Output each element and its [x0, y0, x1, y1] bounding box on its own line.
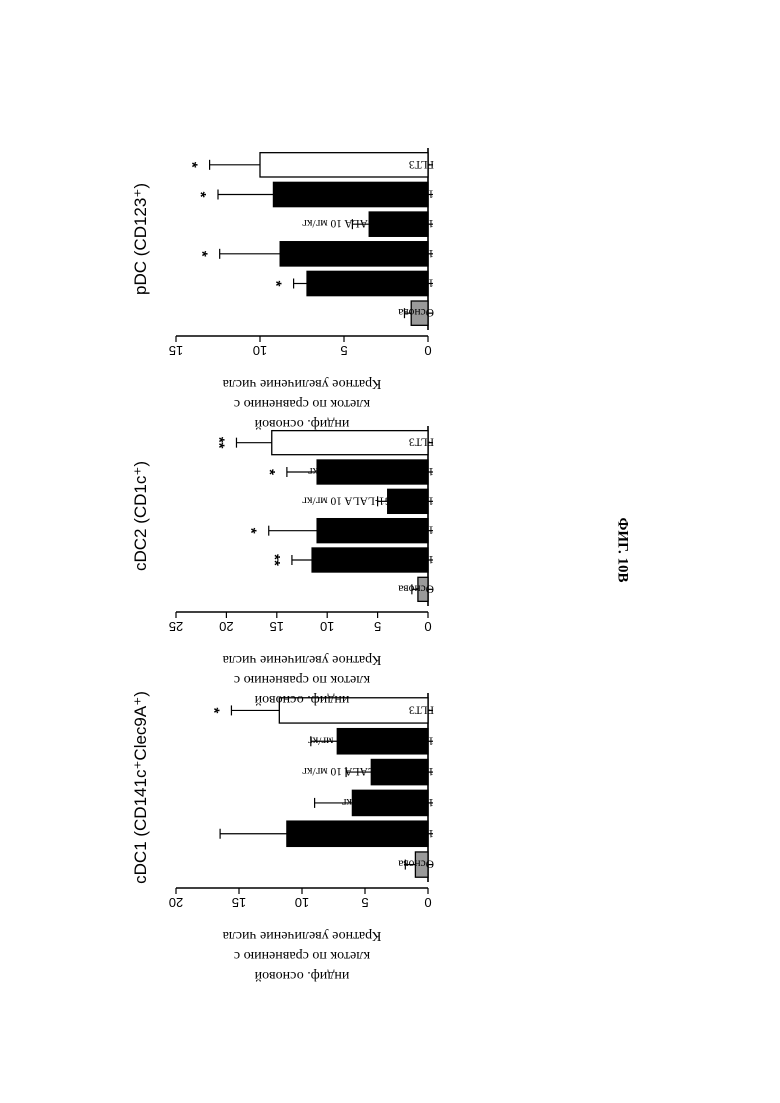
- category-label: Основа: [398, 306, 434, 318]
- value-tick-label: 15: [169, 343, 183, 358]
- chart-panel-1: 0 5 10 15 20 Кратное увеличение числа клеток п…: [131, 691, 434, 983]
- category-label: 17566 IgG2 1 мг/кг: [341, 524, 434, 536]
- significance-marker: *: [192, 192, 209, 198]
- value-axis-title: индиф. основой: [254, 416, 349, 431]
- chart-panel-3: 0 5 10 15 Кратное увеличение числа клеток по …: [131, 148, 434, 431]
- value-tick-label: 15: [232, 895, 246, 910]
- value-tick-label: 15: [270, 619, 284, 634]
- value-axis-title: индиф. основой: [254, 692, 349, 707]
- value-tick-label: 10: [295, 895, 309, 910]
- significance-marker: **: [266, 554, 283, 566]
- category-label: FLT3: [409, 703, 434, 715]
- value-tick-label: 25: [169, 619, 183, 634]
- category-label: FLT3: [409, 436, 434, 448]
- value-tick-label: 10: [253, 343, 267, 358]
- bar-flt3: [272, 431, 428, 455]
- figure-caption: ФИГ. 10В: [592, 520, 652, 580]
- significance-marker: **: [210, 437, 227, 449]
- category-label: 17566 IgG1-LALA 1 мг/кг: [308, 734, 434, 746]
- value-tick-label: 0: [424, 619, 431, 634]
- significance-marker: *: [268, 281, 285, 287]
- panel-title: cDC1 (CD141c⁺Clec9A⁺): [131, 691, 150, 884]
- category-label: 17566 IgG2 1 мг/кг: [341, 247, 434, 259]
- value-axis-title: индиф. основой: [254, 968, 349, 983]
- value-tick-label: 20: [169, 895, 183, 910]
- value-axis-title: Кратное увеличение числа: [222, 928, 382, 943]
- chart-panel-2: 0 5 10 15 20 25 Кратное увеличение числа клеток…: [131, 426, 434, 707]
- value-tick-label: 0: [424, 343, 431, 358]
- category-label: Основа: [398, 582, 434, 594]
- value-axis-title: Кратное увеличение числа: [222, 376, 382, 391]
- category-label: 17566 IgG2 10 мг/кг: [336, 553, 434, 565]
- value-tick-label: 5: [374, 619, 381, 634]
- significance-marker: *: [243, 528, 260, 534]
- category-label: 17566 IgG1-LALA 1 мг/кг: [308, 188, 434, 200]
- value-axis-title: клеток по сравнению с: [234, 396, 370, 411]
- panel-title: pDC (CD123⁺): [131, 183, 150, 295]
- category-label: Основа: [398, 858, 434, 870]
- category-label: FLT3: [409, 158, 434, 170]
- panel-title: cDC2 (CD1c⁺): [131, 461, 150, 571]
- value-tick-label: 0: [424, 895, 431, 910]
- significance-marker: *: [194, 251, 211, 257]
- category-label: 17566 IgG2 1 мг/кг: [341, 796, 434, 808]
- significance-marker: *: [184, 162, 201, 168]
- bar-flt3: [260, 153, 428, 177]
- value-axis-title: Кратное увеличение числа: [222, 652, 382, 667]
- figure-caption-text: ФИГ. 10В: [614, 518, 631, 583]
- value-tick-label: 5: [340, 343, 347, 358]
- significance-marker: *: [205, 707, 222, 713]
- significance-marker: *: [261, 469, 278, 475]
- value-tick-label: 10: [320, 619, 334, 634]
- category-label: 17566 IgG1-LALA 10 мг/кг: [302, 765, 434, 777]
- category-label: 17566 IgG1-LALA 10 мг/кг: [302, 494, 434, 506]
- value-tick-label: 20: [219, 619, 233, 634]
- category-label: 17566 IgG1-LALA 10 мг/кг: [302, 217, 434, 229]
- value-axis-title: клеток по сравнению с: [234, 672, 370, 687]
- category-label: 17566 IgG2 10 мг/кг: [336, 827, 434, 839]
- value-tick-label: 5: [361, 895, 368, 910]
- category-label: 17566 IgG2 10 мг/кг: [336, 277, 434, 289]
- category-label: 17566 IgG1-LALA 1 мг/кг: [308, 465, 434, 477]
- value-axis-title: клеток по сравнению с: [234, 948, 370, 963]
